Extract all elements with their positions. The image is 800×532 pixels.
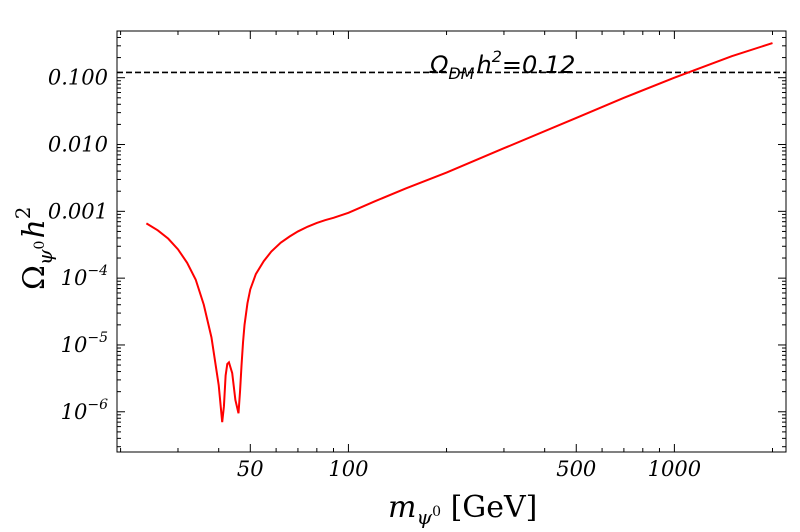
axis-tick-labels: 10−6 10−5 10−4 0.001 0.010 0.100 50 100 500 1000 xyxy=(48,66,701,481)
series-line xyxy=(145,42,773,423)
y-tick-label: 10−6 xyxy=(61,397,108,424)
x-axis-label: mψ0 [GeV] xyxy=(388,490,537,529)
y-tick-label: 10−4 xyxy=(61,263,108,290)
x-tick-label: 1000 xyxy=(648,457,701,481)
y-tick-label: 0.010 xyxy=(48,133,108,157)
x-tick-label: 500 xyxy=(556,457,596,481)
x-tick-label: 50 xyxy=(237,457,264,481)
plot-frame xyxy=(116,30,787,453)
y-axis-label: Ωψ0h2 xyxy=(11,206,57,290)
y-tick-label: 0.100 xyxy=(48,66,108,90)
reference-line-label: ΩDMh2=0.12 xyxy=(429,47,575,83)
y-tick-label: 10−5 xyxy=(61,330,108,357)
y-tick-label: 0.001 xyxy=(48,199,108,223)
axis-ticks xyxy=(117,30,786,452)
x-tick-label: 100 xyxy=(328,457,368,481)
